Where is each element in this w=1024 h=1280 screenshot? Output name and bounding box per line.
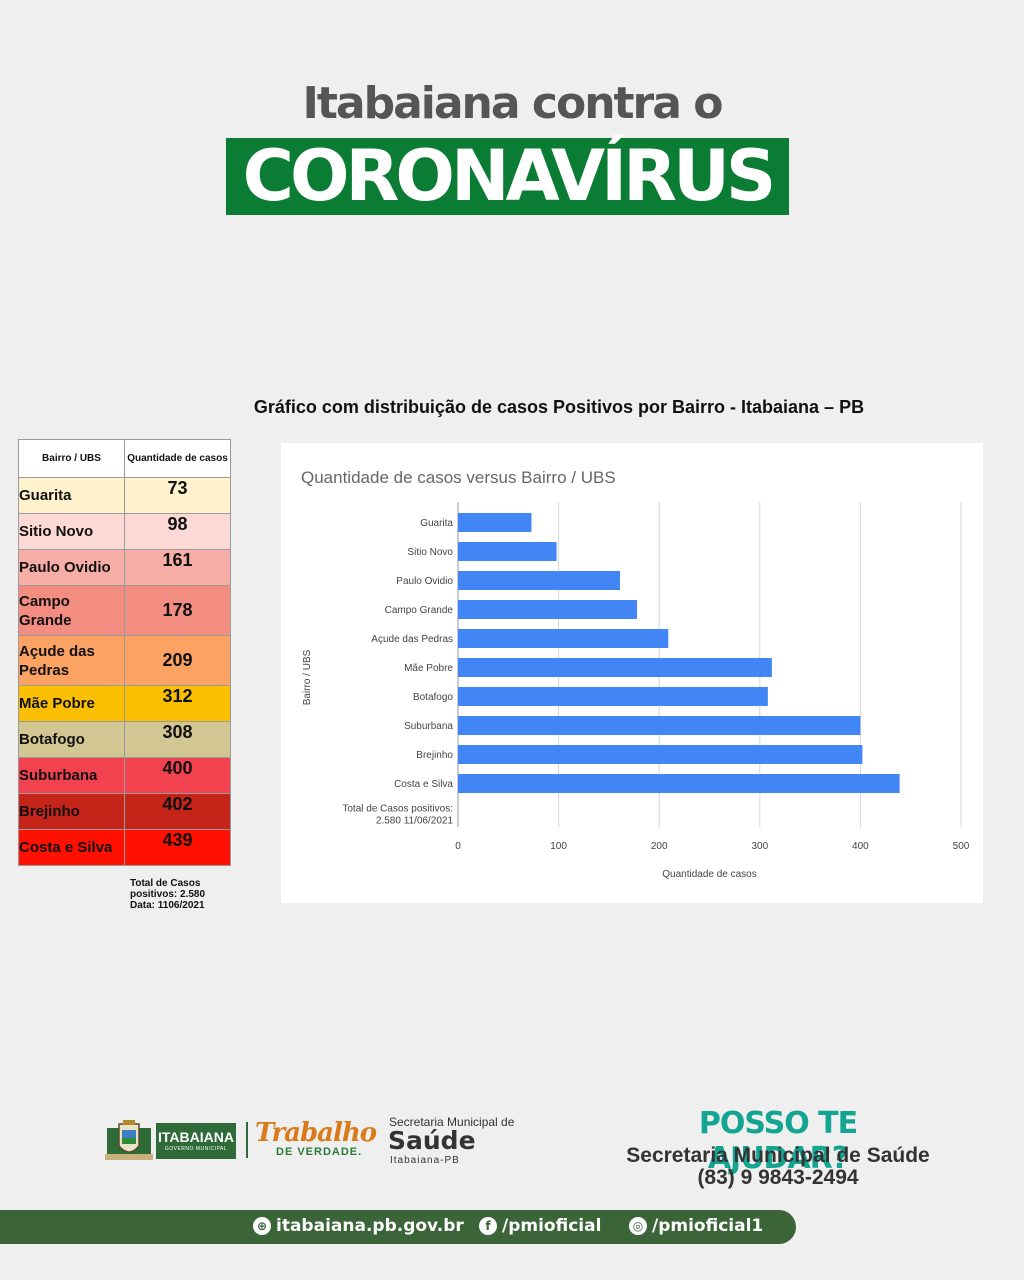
table-row: Mãe Pobre 312 [18,685,231,722]
bar [458,629,669,648]
table-cell-quantidade: 400 [124,757,231,794]
table-cell-bairro: Brejinho [18,793,125,830]
table-cell-quantidade: 439 [124,829,231,866]
table-row: Costa e Silva 439 [18,829,231,866]
table-cell-bairro: Sitio Novo [18,513,125,550]
bar [458,542,557,561]
instagram-icon: ◎ [629,1217,647,1235]
table-cell-bairro: Açude das Pedras [18,635,125,686]
x-tick-label: 500 [953,841,970,852]
website-link[interactable]: ⊕ itabaiana.pb.gov.br [253,1214,464,1238]
x-tick-label: 300 [751,841,768,852]
table-cell-bairro: Mãe Pobre [18,685,125,722]
bar [458,658,772,677]
bar [458,745,863,764]
facebook-text: /pmioficial [502,1216,602,1236]
table-header-quantidade: Quantidade de casos [124,439,231,478]
bar [458,513,532,532]
table-cell-quantidade: 73 [124,477,231,514]
instagram-link[interactable]: ◎ /pmioficial1 [629,1214,763,1238]
globe-icon: ⊕ [253,1217,271,1235]
bar [458,687,768,706]
table-row: Brejinho 402 [18,793,231,830]
table-cell-quantidade: 308 [124,721,231,758]
page-subtitle: Gráfico com distribuição de casos Positi… [253,397,865,417]
itabaiana-logo-sub: GOVERNO MUNICIPAL [164,1146,228,1152]
table-cell-quantidade: 98 [124,513,231,550]
facebook-icon: f [479,1217,497,1235]
secretaria-label: Secretaria Municipal de [389,1115,515,1129]
coat-of-arms-icon [105,1120,153,1160]
x-tick-label: 0 [455,841,461,852]
bar [458,774,900,793]
help-title: POSSO TE AJUDAR? [698,1106,858,1176]
table-row: Campo Grande 178 [18,585,231,636]
table-row: Suburbana 400 [18,757,231,794]
help-phone[interactable]: (83) 9 9843-2494 [697,1166,859,1189]
bar [458,571,620,590]
y-tick-label: Açude das Pedras [371,634,453,645]
table-cell-quantidade: 402 [124,793,231,830]
y-tick-label: Guarita [420,518,453,529]
instagram-text: /pmioficial1 [652,1216,764,1236]
table-row: Sitio Novo 98 [18,513,231,550]
chart-panel: Quantidade de casos versus Bairro / UBS 0… [281,443,983,903]
table-header-bairro: Bairro / UBS [18,439,125,478]
campaign-title-top: Itabaiana contra o [302,78,724,129]
table-cell-bairro: Campo Grande [18,585,125,636]
x-tick-label: 200 [651,841,668,852]
total-note-line1: Total de Casos [130,878,201,889]
y-tick-label: Botafogo [413,692,453,703]
bar [458,716,861,735]
table-cell-bairro: Botafogo [18,721,125,758]
y-tick-label: Campo Grande [385,605,454,616]
y-tick-label: Brejinho [416,750,453,761]
chart-title: Quantidade de casos versus Bairro / UBS [301,468,616,487]
campaign-title-main: CORONAVÍRUS [242,135,777,217]
secretaria-city: Itabaiana-PB [390,1155,460,1166]
table-row: Paulo Ovidio 161 [18,549,231,586]
table-row: Açude das Pedras 209 [18,635,231,686]
table-cell-bairro: Guarita [18,477,125,514]
logo-divider [246,1122,248,1158]
table-cell-quantidade: 312 [124,685,231,722]
website-text: itabaiana.pb.gov.br [276,1216,464,1236]
y-tick-label: Paulo Ovidio [396,576,453,587]
x-tick-label: 400 [852,841,869,852]
total-note: Total de Casos positivos: 2.580 Data: 11… [130,878,205,911]
bar-chart: Quantidade de casos versus Bairro / UBS 0… [301,468,970,880]
itabaiana-logo: ITABAIANA [156,1123,236,1159]
y-tick-label: Suburbana [404,721,453,732]
table-cell-bairro: Paulo Ovidio [18,549,125,586]
facebook-link[interactable]: f/pmioficial [479,1214,601,1238]
total-note-line3: Data: 1106/2021 [130,900,205,911]
table-cell-quantidade: 161 [124,549,231,586]
saude-label: Saúde [388,1126,476,1155]
y-tick-label-total-line2: 2.580 11/06/2021 [376,816,454,827]
y-axis-label: Bairro / UBS [302,649,313,705]
bar [458,600,638,619]
social-bar [0,1210,796,1244]
x-tick-label: 100 [550,841,567,852]
total-note-line2: positivos: 2.580 [130,889,206,900]
table-row: Botafogo 308 [18,721,231,758]
cases-table: Bairro / UBS Quantidade de casos Guarita… [18,439,231,866]
x-axis-label: Quantidade de casos [662,869,757,880]
help-secretaria: Secretaria Municipal de Saúde [626,1144,930,1167]
y-tick-label: Mãe Pobre [404,663,453,674]
campaign-title-banner [226,138,789,215]
y-tick-label: Sitio Novo [407,547,453,558]
table-cell-bairro: Suburbana [18,757,125,794]
trabalho-logo-sub: DE VERDADE. [276,1146,363,1158]
table-cell-quantidade: 178 [124,585,231,636]
table-cell-bairro: Costa e Silva [18,829,125,866]
table-cell-quantidade: 209 [124,635,231,686]
y-tick-label-total-line1: Total de Casos positivos: [342,804,453,815]
table-row: Guarita 73 [18,477,231,514]
trabalho-logo: Trabalho [255,1118,377,1148]
y-tick-label: Costa e Silva [394,779,453,790]
